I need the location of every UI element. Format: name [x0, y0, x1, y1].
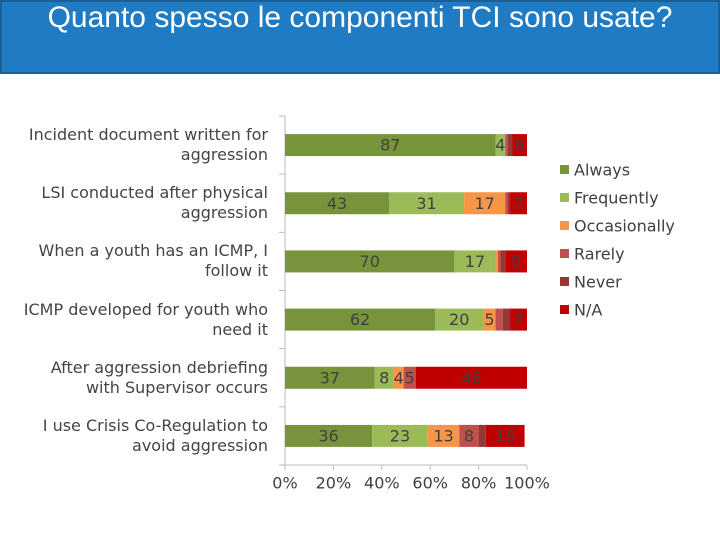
bar-segment — [389, 192, 465, 215]
bar-segment — [285, 134, 496, 157]
data-label: 5 — [405, 368, 415, 387]
bar-segment — [427, 424, 460, 447]
bar-segment — [285, 424, 373, 447]
data-label: 9 — [511, 252, 521, 271]
data-label: 16 — [495, 426, 515, 445]
x-tick-label: 80% — [461, 474, 497, 493]
category-label: When a youth has an ICMP, I follow it — [38, 241, 268, 281]
bar-segment — [393, 366, 404, 389]
legend-swatch — [560, 277, 569, 286]
bar-segment — [464, 192, 506, 215]
bar-segment — [285, 250, 455, 273]
bar-segment — [403, 366, 416, 389]
x-tick-label: 40% — [364, 474, 400, 493]
x-tick-label: 100% — [504, 474, 550, 493]
bar-segment — [510, 192, 527, 215]
data-label: 5 — [484, 310, 494, 329]
data-label: 8 — [379, 368, 389, 387]
bar-segment — [415, 366, 527, 389]
bar-segment — [454, 250, 496, 273]
data-label: 43 — [327, 194, 347, 213]
x-tick-label: 60% — [412, 474, 448, 493]
legend-swatch — [560, 249, 569, 258]
data-label: 36 — [318, 426, 338, 445]
bar-segment — [495, 308, 503, 331]
data-label: 87 — [380, 136, 400, 155]
data-label: 4 — [495, 136, 505, 155]
bar-segment — [505, 134, 508, 157]
legend-label: Never — [574, 273, 622, 292]
bar-segment — [459, 424, 479, 447]
bar-segment — [478, 424, 486, 447]
data-label: 62 — [350, 310, 370, 329]
category-label: LSI conducted after physical aggression — [41, 183, 268, 223]
legend-label: Rarely — [574, 245, 625, 264]
legend-swatch — [560, 305, 569, 314]
bar-segment — [372, 424, 428, 447]
data-label: 13 — [433, 426, 453, 445]
category-label: I use Crisis Co-Regulation to avoid aggr… — [42, 415, 268, 455]
data-label: 17 — [465, 252, 485, 271]
bar-segment — [512, 134, 527, 157]
legend-swatch — [560, 193, 569, 202]
data-label: 31 — [416, 194, 436, 213]
bar-segment — [495, 134, 506, 157]
bar-segment — [507, 134, 513, 157]
data-label: 6 — [515, 136, 525, 155]
bar-segment — [500, 250, 506, 273]
bar-segment — [505, 192, 508, 215]
bar-segment — [502, 308, 511, 331]
data-label: 70 — [360, 252, 380, 271]
bar-segment — [485, 424, 525, 447]
data-label: 8 — [464, 426, 474, 445]
data-label: 46 — [461, 368, 481, 387]
legend-label: Frequently — [574, 189, 659, 208]
bar-segment — [505, 250, 527, 273]
header-bar — [0, 0, 720, 74]
bar-segment — [374, 366, 394, 389]
category-label: ICMP developed for youth who need it — [23, 299, 268, 339]
legend-label: Occasionally — [574, 217, 675, 236]
data-label: 7 — [513, 194, 523, 213]
data-label: 23 — [390, 426, 410, 445]
x-tick-label: 20% — [316, 474, 352, 493]
category-label: After aggression debriefing with Supervi… — [50, 357, 268, 397]
data-label: 7 — [513, 310, 523, 329]
data-label: 17 — [474, 194, 494, 213]
legend-label: N/A — [574, 301, 602, 320]
bar-segment — [483, 308, 496, 331]
legend-swatch — [560, 165, 569, 174]
bar-segment — [285, 192, 390, 215]
bar-segment — [285, 308, 436, 331]
x-tick-label: 0% — [272, 474, 297, 493]
legend-label: Always — [574, 161, 630, 180]
chart-title: Quanto spesso le componenti TCI sono usa… — [47, 1, 673, 34]
data-label: 4 — [394, 368, 404, 387]
category-label: Incident document written for aggression — [28, 125, 268, 165]
bar-segment — [497, 250, 501, 273]
bar-segment — [510, 308, 527, 331]
bar-segment — [495, 250, 498, 273]
data-label: 37 — [320, 368, 340, 387]
bar-segment — [285, 366, 375, 389]
legend-swatch — [560, 221, 569, 230]
bar-segment — [435, 308, 484, 331]
bar-segment — [507, 192, 511, 215]
data-label: 20 — [449, 310, 469, 329]
